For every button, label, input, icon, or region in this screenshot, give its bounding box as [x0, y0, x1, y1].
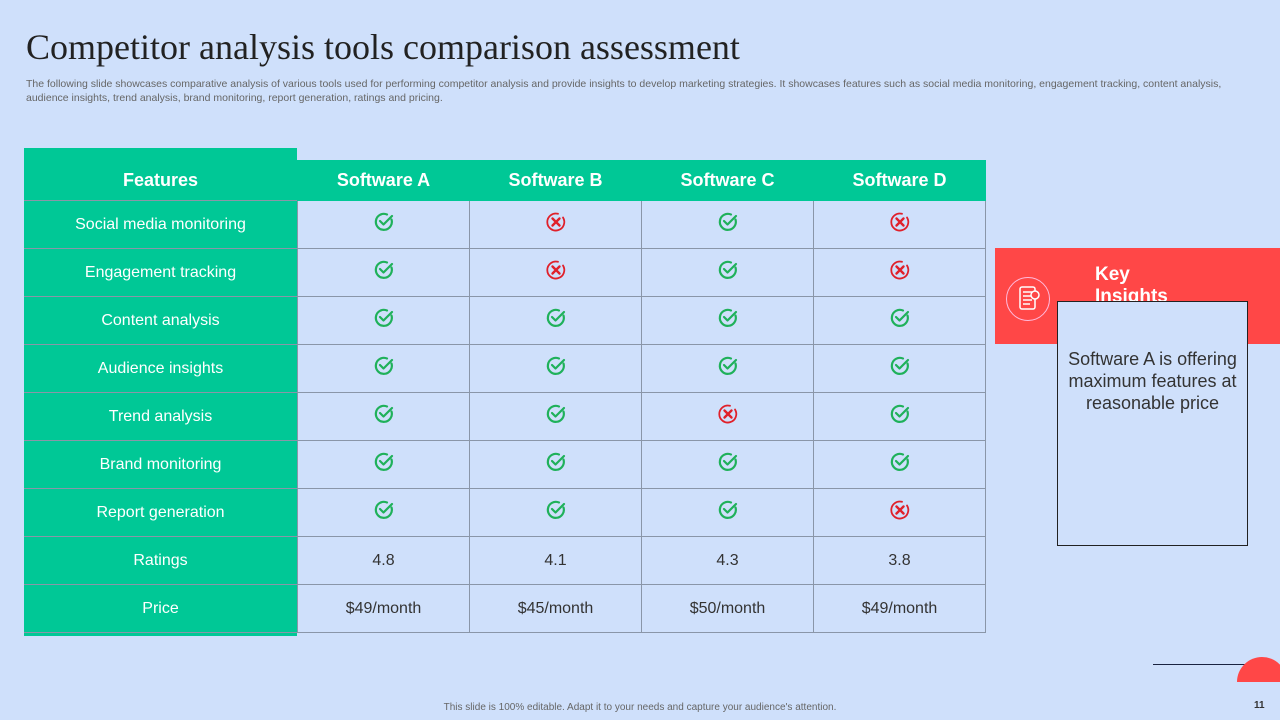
key-insights-card: Software A is offering maximum features …: [1057, 301, 1248, 546]
check-icon: [545, 499, 567, 526]
check-icon: [717, 355, 739, 382]
check-icon: [889, 355, 911, 382]
table-row: Social media monitoring: [24, 200, 986, 249]
header-row: Features Software A Software B Software C So…: [24, 160, 986, 201]
table-cell: [641, 296, 814, 345]
table-cell: [641, 440, 814, 489]
page-subtitle: The following slide showcases comparativ…: [26, 78, 1222, 104]
check-icon: [373, 355, 395, 382]
table-cell: [297, 440, 470, 489]
table-cell: [813, 200, 986, 249]
table-cell: [469, 440, 642, 489]
cross-icon: [889, 259, 911, 286]
table-cell: [297, 200, 470, 249]
cross-icon: [545, 259, 567, 286]
check-icon: [373, 403, 395, 430]
feature-label: Price: [24, 584, 298, 633]
feature-label: Social media monitoring: [24, 200, 298, 249]
feature-label: Engagement tracking: [24, 248, 298, 297]
header-software: Software C: [641, 160, 814, 201]
divider-line: [1153, 664, 1269, 665]
table-cell-value: 4.3: [641, 536, 814, 585]
check-icon: [889, 403, 911, 430]
table-cell: [469, 488, 642, 537]
check-icon: [373, 211, 395, 238]
table-cell: [813, 344, 986, 393]
table-cell-value: $49/month: [813, 584, 986, 633]
table-cell-value: $45/month: [469, 584, 642, 633]
header-features: Features: [122, 169, 199, 190]
cross-icon: [717, 403, 739, 430]
table-cell: [641, 392, 814, 441]
header-software: Software B: [469, 160, 642, 201]
check-icon: [889, 451, 911, 478]
table-cell: [813, 440, 986, 489]
table-row: Report generation: [24, 488, 986, 537]
table-cell: [297, 248, 470, 297]
table-cell-value: $49/month: [297, 584, 470, 633]
cross-icon: [545, 211, 567, 238]
cross-icon: [889, 211, 911, 238]
table-cell: [641, 488, 814, 537]
check-icon: [545, 451, 567, 478]
table-row: Audience insights: [24, 344, 986, 393]
table-cell: [641, 248, 814, 297]
table-cell: [297, 488, 470, 537]
table-cell: [469, 344, 642, 393]
table-row: Price $49/month $45/month $50/month $49/mont…: [24, 584, 986, 633]
feature-label: Audience insights: [24, 344, 298, 393]
table-cell: [813, 488, 986, 537]
feature-label: Content analysis: [24, 296, 298, 345]
table-cell: [813, 392, 986, 441]
table-row: Content analysis: [24, 296, 986, 345]
table-cell: [297, 296, 470, 345]
check-icon: [545, 307, 567, 334]
check-icon: [717, 451, 739, 478]
footer-text: This slide is 100% editable. Adapt it to…: [443, 702, 837, 713]
table-cell: [813, 296, 986, 345]
table-row: Brand monitoring: [24, 440, 986, 489]
check-icon: [545, 355, 567, 382]
feature-label: Trend analysis: [24, 392, 298, 441]
check-icon: [717, 259, 739, 286]
table-row: Trend analysis: [24, 392, 986, 441]
table-cell-value: 4.1: [469, 536, 642, 585]
feature-label: Ratings: [24, 536, 298, 585]
header-software: Software A: [297, 160, 470, 201]
cross-icon: [889, 499, 911, 526]
table-cell: [469, 392, 642, 441]
header-software: Software D: [813, 160, 986, 201]
check-icon: [889, 307, 911, 334]
feature-label: Brand monitoring: [24, 440, 298, 489]
check-icon: [545, 403, 567, 430]
check-icon: [717, 307, 739, 334]
decorative-semicircle: [1237, 657, 1280, 682]
table-cell: [469, 296, 642, 345]
table-cell: [641, 344, 814, 393]
page-number: 11: [1254, 700, 1265, 711]
table-cell-value: 3.8: [813, 536, 986, 585]
table-row: Ratings 4.8 4.1 4.3 3.8: [24, 536, 986, 585]
document-icon: [1006, 277, 1050, 321]
table-cell: [641, 200, 814, 249]
check-icon: [373, 307, 395, 334]
table-row: Engagement tracking: [24, 248, 986, 297]
key-insights-text: Software A is offering maximum features …: [1068, 349, 1237, 413]
check-icon: [717, 211, 739, 238]
check-icon: [373, 451, 395, 478]
feature-label: Report generation: [24, 488, 298, 537]
table-cell-value: $50/month: [641, 584, 814, 633]
table-cell: [469, 248, 642, 297]
check-icon: [717, 499, 739, 526]
table-cell-value: 4.8: [297, 536, 470, 585]
check-icon: [373, 499, 395, 526]
table-cell: [469, 200, 642, 249]
table-cell: [297, 344, 470, 393]
page-title: Competitor analysis tools comparison ass…: [26, 27, 740, 67]
check-icon: [373, 259, 395, 286]
comparison-table: Features Software A Software B Software C So…: [24, 160, 986, 633]
table-cell: [297, 392, 470, 441]
table-cell: [813, 248, 986, 297]
